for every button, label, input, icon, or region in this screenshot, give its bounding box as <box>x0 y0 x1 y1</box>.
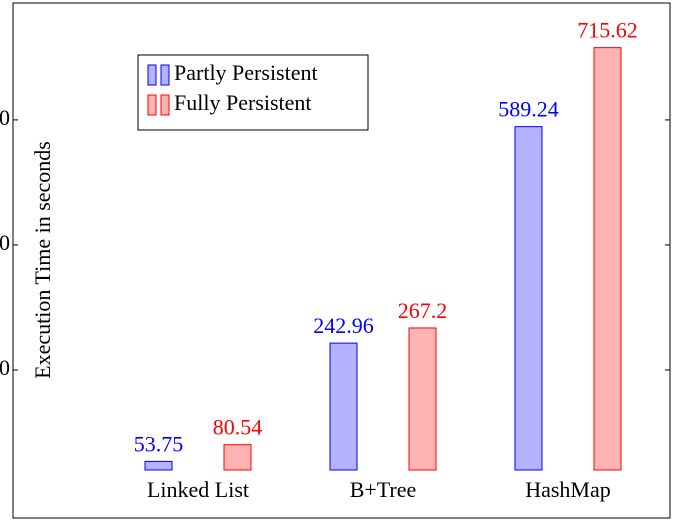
bar <box>514 126 543 471</box>
bar <box>144 460 173 471</box>
value-label: 267.2 <box>398 298 448 323</box>
y-axis-label: Execution Time in seconds <box>30 141 55 379</box>
legend-label: Fully Persistent <box>174 90 312 115</box>
axis-frame <box>12 2 671 519</box>
legend-label: Partly Persistent <box>174 60 318 85</box>
bar <box>593 47 622 471</box>
x-tick-label: Linked List <box>147 477 249 502</box>
legend-box <box>137 54 369 131</box>
value-label: 53.75 <box>134 431 184 456</box>
x-tick-label: HashMap <box>525 477 611 502</box>
bar <box>223 444 252 471</box>
y-tick-label: 600 <box>0 105 10 130</box>
value-label: 242.96 <box>313 313 374 338</box>
bar <box>408 327 437 471</box>
legend-swatch <box>160 94 170 116</box>
legend-swatch <box>160 64 170 86</box>
legend-swatch <box>147 64 157 86</box>
y-tick-label: 400 <box>0 230 10 255</box>
value-label: 80.54 <box>213 415 263 440</box>
value-label: 589.24 <box>498 97 559 122</box>
x-tick-label: B+Tree <box>350 477 417 502</box>
bar <box>329 342 358 471</box>
legend-swatch <box>147 94 157 116</box>
value-label: 715.62 <box>577 18 638 43</box>
y-tick-label: 200 <box>0 355 10 380</box>
